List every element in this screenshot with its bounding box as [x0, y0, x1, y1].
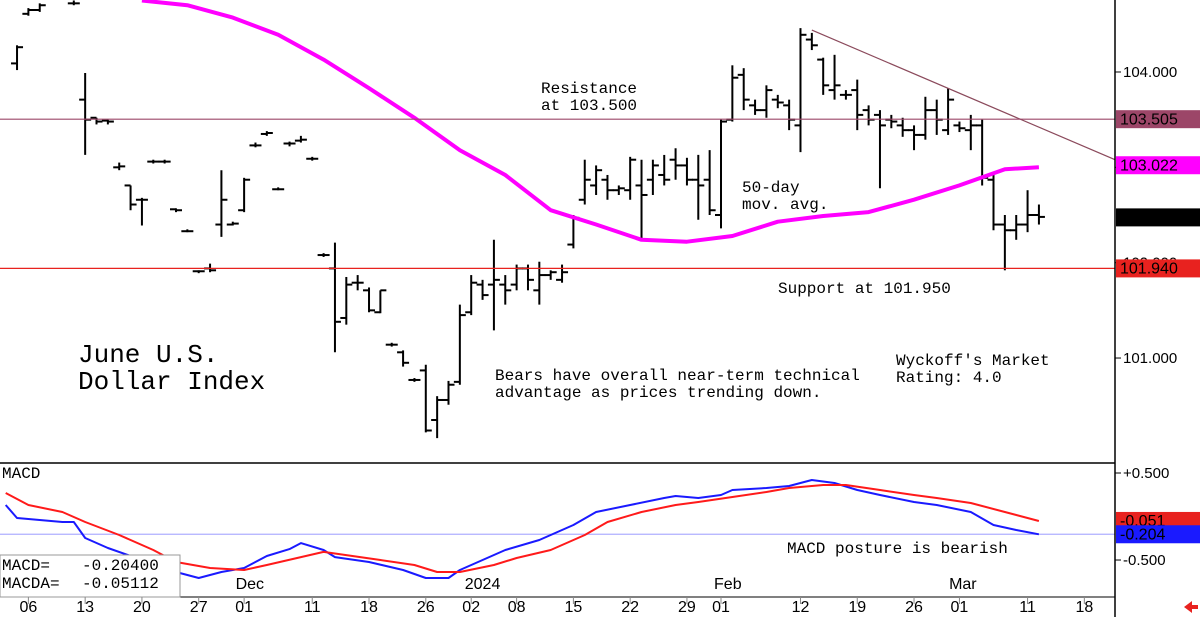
x-tick-label: 01: [235, 599, 253, 616]
annotation: Resistance: [541, 80, 637, 98]
overlay: 101.000102.000103.000104.000+0.500-0.500…: [0, 64, 1200, 616]
annotation: Wyckoff's Market: [896, 352, 1050, 370]
month-label: Feb: [714, 576, 742, 593]
x-tick-label: 26: [905, 599, 923, 616]
readout-label: MACDA=: [2, 575, 60, 593]
scroll-arrow[interactable]: [1184, 601, 1198, 613]
readout-label: MACD=: [2, 557, 50, 575]
x-tick-label: 01: [712, 599, 730, 616]
month-label: 2024: [465, 576, 501, 593]
value-label: 103.505: [1120, 111, 1178, 128]
value-label-box: [1116, 110, 1200, 129]
chart-title: Dollar Index: [78, 367, 265, 397]
annotation: Bears have overall near-term technical: [495, 367, 860, 385]
x-tick-label: 08: [508, 599, 526, 616]
value-label-box: [1116, 156, 1200, 175]
series-line: [141, 0, 1040, 244]
series-label: 50-day: [742, 179, 800, 197]
trendline: [811, 29, 1115, 161]
y-tick-label: 101.000: [1123, 350, 1177, 367]
x-tick-label: 18: [1075, 599, 1093, 616]
y-tick-label: +0.500: [1123, 465, 1169, 482]
x-tick-label: 12: [792, 599, 810, 616]
annotation: at 103.500: [541, 97, 637, 115]
price-panel: [0, 0, 1115, 439]
readout-box: [0, 554, 181, 598]
readout-value: -0.05112: [82, 575, 159, 593]
x-tick-label: 11: [1019, 599, 1036, 616]
month-label: Mar: [949, 576, 977, 593]
annotation: Support at 101.950: [778, 280, 951, 298]
x-tick-label: 02: [462, 599, 480, 616]
x-tick-label: 19: [848, 599, 866, 616]
annotation: advantage as prices trending down.: [495, 384, 821, 402]
value-label: -0.204: [1120, 526, 1165, 543]
value-label-box: [1116, 208, 1200, 227]
annotation: MACD posture is bearish: [787, 540, 1008, 558]
chart-title: June U.S.: [78, 340, 218, 370]
x-tick-label: 26: [417, 599, 435, 616]
x-tick-label: 01: [951, 599, 969, 616]
x-tick-label: 13: [76, 599, 94, 616]
month-label: Dec: [236, 576, 264, 593]
value-label-box: [1116, 259, 1200, 278]
value-label-box: [1116, 525, 1200, 544]
x-tick-label: 11: [304, 599, 321, 616]
y-tick-label: 104.000: [1123, 64, 1177, 81]
series-label: mov. avg.: [742, 196, 828, 214]
panel-title: MACD: [2, 465, 40, 483]
x-tick-label: 22: [621, 599, 639, 616]
readout-value: -0.20400: [82, 557, 159, 575]
x-tick-label: 18: [360, 599, 378, 616]
x-tick-label: 29: [678, 599, 696, 616]
x-tick-label: 06: [19, 599, 37, 616]
annotation: Rating: 4.0: [896, 369, 1002, 387]
value-label: 102.475: [1120, 210, 1178, 227]
y-tick-label: -0.500: [1123, 552, 1166, 569]
x-tick-label: 20: [133, 599, 151, 616]
x-tick-label: 27: [190, 599, 208, 616]
value-label: 101.940: [1120, 261, 1178, 278]
value-label: 103.022: [1120, 157, 1178, 174]
x-tick-label: 15: [564, 599, 582, 616]
